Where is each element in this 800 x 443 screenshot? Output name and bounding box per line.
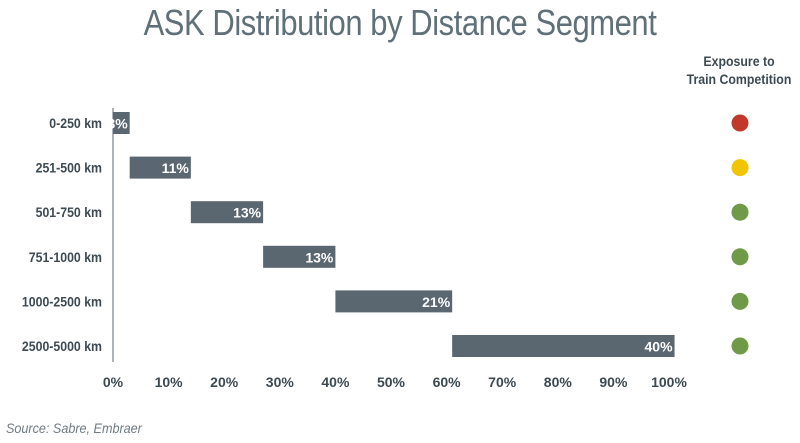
exposure-indicator-low	[731, 203, 749, 221]
bar	[129, 156, 191, 179]
x-tick-label: 10%	[155, 374, 184, 390]
bar-value-label: 11%	[162, 160, 190, 176]
x-tick-label: 0%	[103, 374, 124, 390]
bar	[190, 201, 264, 224]
category-label: 2500-5000 km	[22, 338, 102, 354]
exposure-indicator-medium	[731, 159, 749, 177]
exposure-header-line-2: Train Competition	[686, 71, 792, 87]
exposure-header: Exposure to Train Competition	[684, 52, 795, 88]
exposure-header-line-1: Exposure to	[703, 53, 775, 69]
exposure-indicator-high	[731, 114, 749, 132]
bar	[335, 290, 453, 313]
bar-value-label: 13%	[233, 205, 262, 221]
category-label: 501-750 km	[36, 204, 102, 220]
exposure-indicator-low	[731, 248, 749, 266]
exposure-indicator-low	[731, 337, 749, 355]
bar-value-label: 13%	[305, 249, 334, 265]
category-label: 1000-2500 km	[22, 294, 102, 310]
x-tick-label: 20%	[210, 374, 239, 390]
bar-value-label: 3%	[107, 116, 128, 132]
chart-title: ASK Distribution by Distance Segment	[143, 2, 657, 43]
bar	[452, 335, 675, 357]
bar-value-label: 21%	[422, 294, 451, 310]
x-tick-label: 40%	[321, 374, 350, 390]
x-tick-label: 90%	[599, 374, 628, 390]
bar	[113, 112, 130, 134]
x-tick-label: 70%	[488, 374, 517, 390]
x-tick-label: 50%	[377, 374, 406, 390]
bar	[263, 245, 336, 268]
source-note: Source: Sabre, Embraer	[6, 420, 142, 436]
category-label: 751-1000 km	[29, 249, 102, 265]
x-tick-label: 60%	[433, 374, 462, 390]
x-tick-label: 100%	[651, 374, 687, 390]
x-tick-label: 80%	[544, 374, 573, 390]
x-tick-label: 30%	[266, 374, 295, 390]
bar-value-label: 40%	[645, 339, 674, 355]
category-label: 0-250 km	[49, 115, 102, 131]
exposure-indicator-low	[731, 292, 749, 310]
category-label: 251-500 km	[36, 160, 102, 176]
